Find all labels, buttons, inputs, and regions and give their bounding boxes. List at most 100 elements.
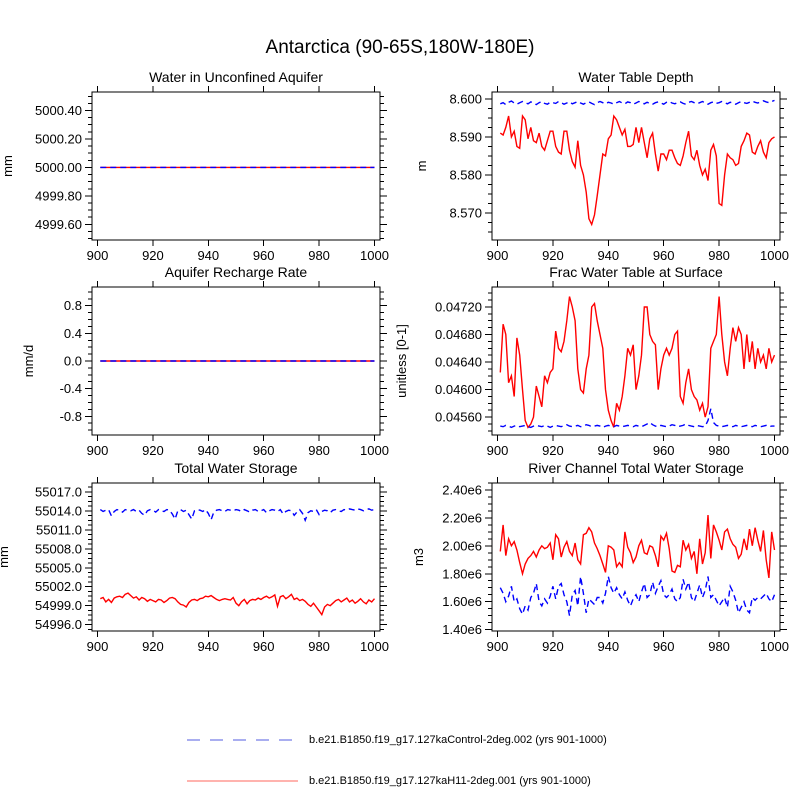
x-tick-label: 960 — [253, 639, 275, 654]
x-tick-label: 900 — [87, 443, 109, 458]
x-tick-label: 960 — [253, 443, 275, 458]
y-tick-label: 2.40e6 — [442, 482, 482, 497]
axes — [485, 86, 787, 246]
x-tick-label: 960 — [653, 639, 675, 654]
x-tick-label: 920 — [542, 639, 564, 654]
legend: b.e21.B1850.f19_g17.127kaControl-2deg.00… — [185, 733, 607, 800]
y-tick-label: 5000.40 — [35, 103, 82, 118]
y-tick-label: 4999.60 — [35, 217, 82, 232]
y-tick-label: 8.590 — [449, 129, 482, 144]
series-control-line — [500, 408, 775, 429]
y-tick-label: 5000.00 — [35, 160, 82, 175]
y-tick-label: 0.04560 — [435, 410, 482, 425]
x-tick-label: 900 — [87, 248, 109, 263]
legend-swatch-control-dashed-line — [187, 739, 298, 741]
plot-box — [91, 91, 381, 241]
series-h11-line — [499, 515, 776, 579]
x-tick-label: 920 — [142, 443, 164, 458]
x-tick-label: 940 — [197, 443, 219, 458]
x-tick-label: 960 — [253, 248, 275, 263]
x-tick-label: 1000 — [360, 443, 389, 458]
y-tick-label: 0.04600 — [435, 382, 482, 397]
x-tick-label: 920 — [142, 248, 164, 263]
x-tick-label: 940 — [197, 639, 219, 654]
x-tick-label: 1000 — [760, 443, 789, 458]
y-tick-label: 54996.0 — [35, 617, 82, 632]
y-tick-label: -0.8 — [60, 409, 82, 424]
panel-water-table-depth: Water Table Depth m 8.570 8.580 8.590 8.600 90… — [414, 69, 789, 263]
series-control-line — [500, 99, 775, 106]
axes — [485, 477, 787, 637]
y-tick-label: 0.04680 — [435, 327, 482, 342]
x-tick-label: 920 — [542, 248, 564, 263]
y-tick-label: 55011.0 — [36, 522, 82, 537]
y-tick-label: 0.04720 — [435, 299, 482, 314]
x-tick-label: 900 — [487, 248, 509, 263]
y-tick-label: 1.80e6 — [442, 566, 482, 581]
x-tick-label: 920 — [142, 639, 164, 654]
plot-box — [491, 482, 781, 632]
legend-swatch-h11-solid-line — [187, 780, 298, 782]
legend-label-h11: b.e21.B1850.f19_g17.127kaH11-2deg.001 (y… — [309, 775, 591, 787]
x-tick-label: 980 — [308, 443, 330, 458]
legend-label-control: b.e21.B1850.f19_g17.127kaControl-2deg.00… — [309, 734, 607, 746]
panel-title: Water Table Depth — [578, 69, 693, 85]
panel-title: Aquifer Recharge Rate — [165, 264, 308, 280]
x-tick-label: 980 — [708, 443, 730, 458]
plot-box — [491, 286, 781, 436]
y-tick-label: -0.4 — [60, 381, 82, 396]
plot-box — [491, 91, 781, 241]
y-tick-label: 55014.0 — [35, 503, 82, 518]
panel-title: Frac Water Table at Surface — [549, 264, 723, 280]
x-tick-label: 940 — [597, 639, 619, 654]
panel-total-water-storage: Total Water Storage mm 54996.0 54999.0 55002… — [0, 460, 389, 654]
y-tick-label: 55017.0 — [35, 484, 82, 499]
plot-box — [91, 482, 381, 632]
x-tick-label: 980 — [708, 248, 730, 263]
panel-aquifer-recharge-rate: Aquifer Recharge Rate mm/d -0.8 -0.4 0.0 0.4 0… — [21, 264, 389, 458]
y-axis-label: m3 — [411, 548, 426, 566]
axes — [85, 281, 387, 441]
legend-entry-h11: b.e21.B1850.f19_g17.127kaH11-2deg.001 (y… — [185, 774, 607, 788]
x-tick-label: 980 — [308, 639, 330, 654]
y-tick-label: 0.0 — [64, 354, 82, 369]
y-tick-label: 8.580 — [449, 167, 482, 182]
x-tick-label: 900 — [87, 639, 109, 654]
y-axis-label: mm — [0, 546, 11, 568]
y-tick-label: 55002.0 — [35, 579, 82, 594]
x-tick-label: 940 — [597, 443, 619, 458]
x-tick-label: 900 — [487, 639, 509, 654]
panel-frac-water-table-at-surface: Frac Water Table at Surface unitless [0-1… — [394, 264, 789, 458]
y-tick-label: 8.570 — [449, 205, 482, 220]
x-tick-label: 940 — [197, 248, 219, 263]
series-h11-line — [499, 114, 775, 227]
panel-title: Total Water Storage — [174, 460, 297, 476]
y-tick-label: 1.60e6 — [442, 594, 482, 609]
x-tick-label: 960 — [653, 248, 675, 263]
y-tick-label: 55005.0 — [35, 560, 82, 575]
y-tick-label: 2.00e6 — [442, 538, 482, 553]
series-control-line — [499, 576, 776, 617]
x-tick-label: 1000 — [760, 248, 789, 263]
x-tick-label: 920 — [542, 443, 564, 458]
series-h11-line — [499, 296, 776, 429]
x-tick-label: 1000 — [360, 639, 389, 654]
x-tick-label: 1000 — [360, 248, 389, 263]
x-tick-label: 980 — [308, 248, 330, 263]
y-tick-label: 0.8 — [64, 298, 82, 313]
y-tick-label: 55008.0 — [35, 541, 82, 556]
legend-entry-control: b.e21.B1850.f19_g17.127kaControl-2deg.00… — [185, 733, 607, 747]
panel-title: River Channel Total Water Storage — [528, 460, 744, 476]
y-tick-label: 54999.0 — [35, 598, 82, 613]
x-tick-label: 1000 — [760, 639, 789, 654]
series-control-line — [99, 508, 375, 523]
series-h11-line — [100, 592, 376, 617]
y-tick-label: 0.04640 — [435, 355, 482, 370]
y-tick-label: 5000.20 — [35, 131, 82, 146]
y-tick-label: 4999.80 — [35, 188, 82, 203]
x-tick-label: 940 — [597, 248, 619, 263]
figure-title: Antarctica (90-65S,180W-180E) — [265, 37, 535, 58]
axes — [85, 477, 387, 637]
y-axis-label: unitless [0-1] — [394, 324, 409, 398]
